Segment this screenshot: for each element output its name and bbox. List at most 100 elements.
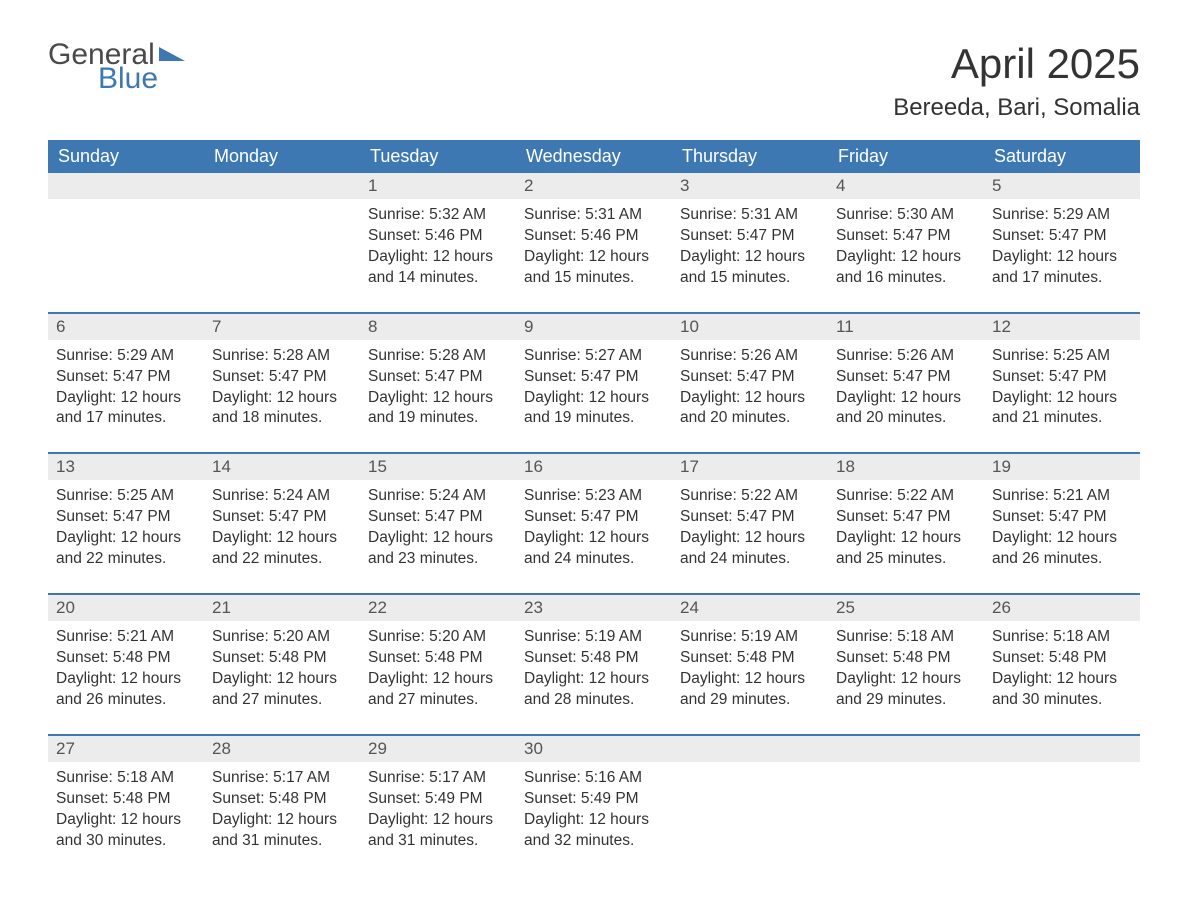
sunset-value: 5:48 PM — [425, 649, 483, 666]
sunset-value: 5:47 PM — [269, 368, 327, 385]
sunset-line: Sunset: 5:47 PM — [992, 367, 1132, 388]
sunset-value: 5:46 PM — [581, 227, 639, 244]
sunrise-value: 5:31 AM — [741, 206, 798, 223]
daylight-line: Daylight: 12 hours and 19 minutes. — [368, 388, 508, 430]
sunset-line: Sunset: 5:48 PM — [212, 789, 352, 810]
sunrise-line: Sunrise: 5:19 AM — [680, 627, 820, 648]
sunset-value: 5:47 PM — [113, 368, 171, 385]
sunrise-value: 5:18 AM — [1053, 628, 1110, 645]
sunset-line: Sunset: 5:47 PM — [992, 507, 1132, 528]
sunrise-line: Sunrise: 5:25 AM — [56, 486, 196, 507]
sunset-line: Sunset: 5:48 PM — [56, 789, 196, 810]
data-row: Sunrise: 5:18 AMSunset: 5:48 PMDaylight:… — [48, 762, 1140, 862]
sunrise-value: 5:19 AM — [741, 628, 798, 645]
sunrise-value: 5:20 AM — [429, 628, 486, 645]
daylight-value: 12 hours and 17 minutes. — [56, 389, 181, 427]
calendar-table: SundayMondayTuesdayWednesdayThursdayFrid… — [48, 140, 1140, 861]
daylight-line: Daylight: 12 hours and 23 minutes. — [368, 528, 508, 570]
sunrise-line: Sunrise: 5:29 AM — [56, 346, 196, 367]
sunset-line: Sunset: 5:47 PM — [524, 507, 664, 528]
sunrise-line: Sunrise: 5:18 AM — [836, 627, 976, 648]
date-cell: 4 — [828, 173, 984, 199]
sunset-value: 5:47 PM — [737, 227, 795, 244]
data-row: Sunrise: 5:29 AMSunset: 5:47 PMDaylight:… — [48, 340, 1140, 440]
calendar-page: General Blue April 2025 Bereeda, Bari, S… — [0, 0, 1188, 901]
sunrise-value: 5:25 AM — [117, 487, 174, 504]
date-cell: 23 — [516, 594, 672, 621]
sunrise-line: Sunrise: 5:31 AM — [680, 205, 820, 226]
data-cell: Sunrise: 5:17 AMSunset: 5:48 PMDaylight:… — [204, 762, 360, 862]
week-separator — [48, 580, 1140, 594]
data-cell — [204, 199, 360, 299]
daylight-line: Daylight: 12 hours and 29 minutes. — [680, 669, 820, 711]
sunset-line: Sunset: 5:47 PM — [836, 367, 976, 388]
data-cell: Sunrise: 5:20 AMSunset: 5:48 PMDaylight:… — [204, 621, 360, 721]
data-cell: Sunrise: 5:24 AMSunset: 5:47 PMDaylight:… — [204, 480, 360, 580]
sunrise-value: 5:18 AM — [897, 628, 954, 645]
sunset-value: 5:48 PM — [1049, 649, 1107, 666]
sunset-value: 5:47 PM — [737, 368, 795, 385]
data-row: Sunrise: 5:32 AMSunset: 5:46 PMDaylight:… — [48, 199, 1140, 299]
data-cell: Sunrise: 5:19 AMSunset: 5:48 PMDaylight:… — [516, 621, 672, 721]
date-row: 12345 — [48, 173, 1140, 199]
data-cell: Sunrise: 5:26 AMSunset: 5:47 PMDaylight:… — [672, 340, 828, 440]
sunrise-value: 5:18 AM — [117, 769, 174, 786]
date-cell — [984, 735, 1140, 762]
date-cell — [672, 735, 828, 762]
sunset-value: 5:48 PM — [893, 649, 951, 666]
daylight-line: Daylight: 12 hours and 27 minutes. — [212, 669, 352, 711]
sunrise-line: Sunrise: 5:25 AM — [992, 346, 1132, 367]
sunrise-line: Sunrise: 5:24 AM — [212, 486, 352, 507]
sunset-value: 5:46 PM — [425, 227, 483, 244]
daylight-line: Daylight: 12 hours and 20 minutes. — [680, 388, 820, 430]
sunrise-value: 5:27 AM — [585, 347, 642, 364]
daylight-line: Daylight: 12 hours and 15 minutes. — [524, 247, 664, 289]
sunrise-value: 5:25 AM — [1053, 347, 1110, 364]
data-cell: Sunrise: 5:18 AMSunset: 5:48 PMDaylight:… — [48, 762, 204, 862]
sunset-line: Sunset: 5:47 PM — [524, 367, 664, 388]
daylight-value: 12 hours and 19 minutes. — [524, 389, 649, 427]
daylight-value: 12 hours and 30 minutes. — [992, 670, 1117, 708]
sunset-line: Sunset: 5:47 PM — [680, 226, 820, 247]
data-cell: Sunrise: 5:27 AMSunset: 5:47 PMDaylight:… — [516, 340, 672, 440]
sunset-line: Sunset: 5:47 PM — [368, 507, 508, 528]
daylight-line: Daylight: 12 hours and 20 minutes. — [836, 388, 976, 430]
daylight-value: 12 hours and 14 minutes. — [368, 248, 493, 286]
date-cell: 29 — [360, 735, 516, 762]
daylight-value: 12 hours and 23 minutes. — [368, 529, 493, 567]
daylight-value: 12 hours and 30 minutes. — [56, 811, 181, 849]
sunset-value: 5:47 PM — [425, 368, 483, 385]
weekday-header: Saturday — [984, 140, 1140, 173]
sunset-value: 5:47 PM — [1049, 508, 1107, 525]
sunset-line: Sunset: 5:47 PM — [368, 367, 508, 388]
sunrise-line: Sunrise: 5:20 AM — [368, 627, 508, 648]
sunset-value: 5:47 PM — [113, 508, 171, 525]
sunrise-line: Sunrise: 5:23 AM — [524, 486, 664, 507]
date-cell: 18 — [828, 453, 984, 480]
data-cell: Sunrise: 5:28 AMSunset: 5:47 PMDaylight:… — [204, 340, 360, 440]
sunset-line: Sunset: 5:48 PM — [524, 648, 664, 669]
sunset-line: Sunset: 5:47 PM — [836, 226, 976, 247]
sunrise-line: Sunrise: 5:26 AM — [680, 346, 820, 367]
sunrise-value: 5:17 AM — [273, 769, 330, 786]
data-row: Sunrise: 5:21 AMSunset: 5:48 PMDaylight:… — [48, 621, 1140, 721]
sunrise-line: Sunrise: 5:21 AM — [992, 486, 1132, 507]
sunrise-line: Sunrise: 5:22 AM — [836, 486, 976, 507]
date-cell: 2 — [516, 173, 672, 199]
daylight-line: Daylight: 12 hours and 24 minutes. — [680, 528, 820, 570]
weekday-header: Sunday — [48, 140, 204, 173]
date-cell: 24 — [672, 594, 828, 621]
date-cell: 30 — [516, 735, 672, 762]
sunrise-line: Sunrise: 5:18 AM — [992, 627, 1132, 648]
data-cell — [48, 199, 204, 299]
daylight-line: Daylight: 12 hours and 31 minutes. — [212, 810, 352, 852]
sunset-line: Sunset: 5:47 PM — [992, 226, 1132, 247]
daylight-line: Daylight: 12 hours and 31 minutes. — [368, 810, 508, 852]
daylight-line: Daylight: 12 hours and 24 minutes. — [524, 528, 664, 570]
date-cell: 13 — [48, 453, 204, 480]
daylight-value: 12 hours and 20 minutes. — [680, 389, 805, 427]
daylight-line: Daylight: 12 hours and 17 minutes. — [56, 388, 196, 430]
sunset-value: 5:48 PM — [737, 649, 795, 666]
data-cell: Sunrise: 5:25 AMSunset: 5:47 PMDaylight:… — [984, 340, 1140, 440]
date-cell: 8 — [360, 313, 516, 340]
